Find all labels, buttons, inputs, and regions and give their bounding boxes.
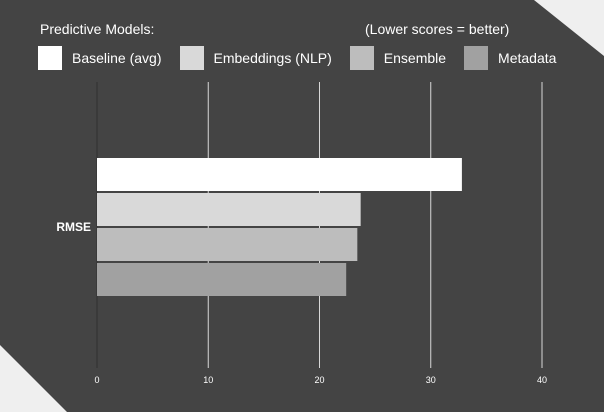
legend-swatch-embeddings: [179, 46, 204, 70]
category-label-rmse: RMSE: [56, 220, 91, 234]
bar-baseline-avg: [97, 158, 462, 191]
x-tick-label-40: 40: [537, 375, 547, 385]
legend-label-embeddings: Embeddings (NLP): [213, 50, 332, 66]
legend-item-metadata: Metadata: [464, 46, 556, 70]
legend-item-baseline: Baseline (avg): [38, 46, 162, 70]
legend-label-baseline: Baseline (avg): [72, 50, 162, 66]
legend-item-ensemble: Ensemble: [349, 46, 447, 70]
x-tick-label-30: 30: [426, 375, 436, 385]
legend-label-metadata: Metadata: [498, 50, 557, 66]
legend-item-embeddings: Embeddings (NLP): [179, 46, 332, 70]
legend-swatch-ensemble: [349, 46, 374, 70]
bar-ensemble: [97, 228, 358, 261]
legend-swatch-baseline: [38, 46, 62, 70]
legend-swatch-metadata: [464, 46, 489, 70]
legend-label-ensemble: Ensemble: [383, 50, 447, 66]
x-tick-label-0: 0: [94, 375, 99, 385]
x-tick-label-20: 20: [314, 375, 324, 385]
legend: Baseline (avg) Embeddings (NLP) Ensemble…: [38, 46, 574, 70]
legend-note: (Lower scores = better): [365, 21, 510, 37]
bar-embeddings-nlp: [97, 193, 361, 226]
x-tick-label-10: 10: [203, 375, 213, 385]
legend-title: Predictive Models:: [40, 21, 155, 37]
bar-metadata: [97, 263, 347, 296]
